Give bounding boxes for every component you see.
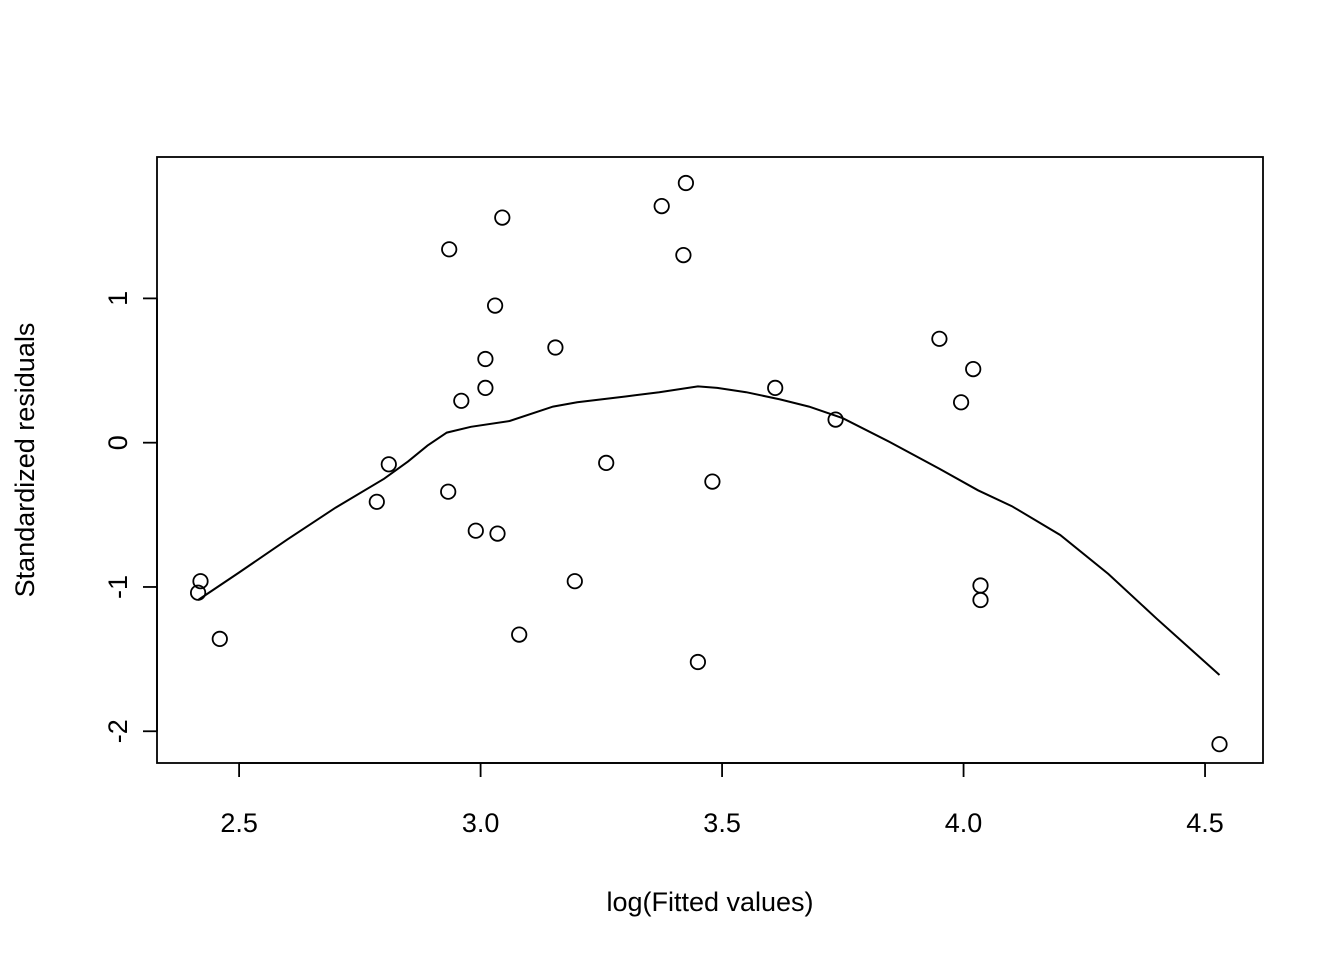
data-point <box>1211 736 1228 753</box>
data-point <box>489 525 506 542</box>
data-point <box>190 584 207 601</box>
data-point <box>704 473 721 490</box>
y-tick-label: 0 <box>103 435 133 450</box>
data-point <box>972 591 989 609</box>
x-tick-label: 3.0 <box>462 808 500 838</box>
data-point <box>952 394 970 411</box>
y-tick-label: -1 <box>103 575 133 599</box>
data-point <box>598 454 615 471</box>
data-point <box>192 573 209 590</box>
x-tick-label: 3.5 <box>703 808 741 838</box>
data-point <box>453 392 470 409</box>
data-point <box>511 626 528 643</box>
x-axis-label: log(Fitted values) <box>606 887 813 917</box>
data-point <box>827 411 844 428</box>
data-point <box>477 379 494 396</box>
data-point <box>675 247 692 264</box>
x-tick-label: 4.5 <box>1186 808 1224 838</box>
data-point <box>965 360 982 378</box>
smooth-line <box>197 385 1221 676</box>
data-point <box>677 174 695 192</box>
x-tick-label: 4.0 <box>945 808 983 838</box>
data-point <box>931 330 948 347</box>
data-point <box>467 522 484 539</box>
data-point <box>494 209 511 226</box>
y-axis-label: Standardized residuals <box>10 323 40 598</box>
data-point <box>368 493 385 510</box>
y-tick-label: 1 <box>103 291 133 306</box>
data-point <box>486 297 504 314</box>
plot-frame <box>156 156 1264 764</box>
data-point <box>689 653 707 671</box>
data-point <box>440 483 457 500</box>
data-point <box>380 456 397 473</box>
data-point <box>653 198 670 215</box>
data-point <box>767 379 784 396</box>
x-tick-label: 2.5 <box>220 808 258 838</box>
data-point <box>547 339 564 356</box>
data-point <box>972 577 989 594</box>
data-point <box>566 573 583 590</box>
data-point <box>211 630 228 648</box>
chart-marks: 2.5 3.0 3.5 4.0 4.5 -2 -1 0 1 <box>103 156 1264 838</box>
y-tick-label: -2 <box>103 719 133 743</box>
data-point <box>477 350 494 368</box>
data-point <box>441 241 458 258</box>
